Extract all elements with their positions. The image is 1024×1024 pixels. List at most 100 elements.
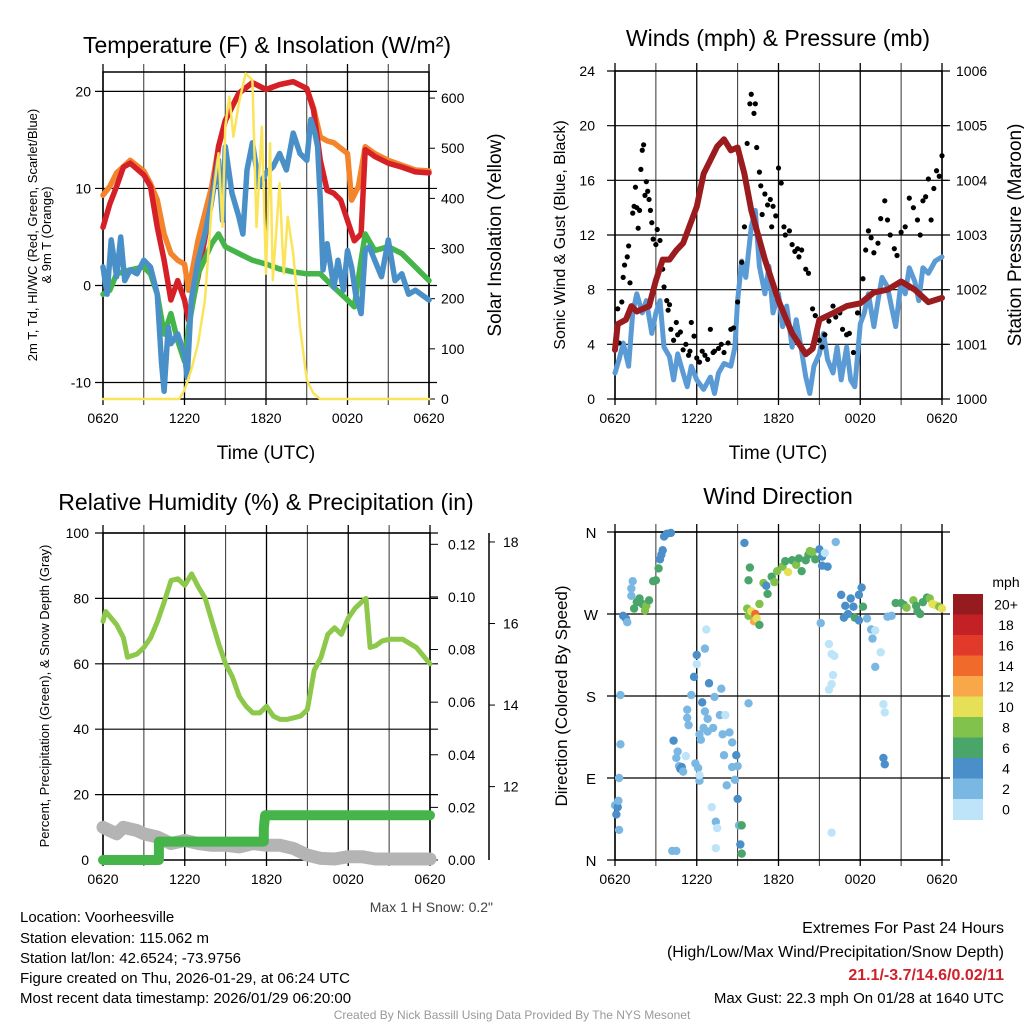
wind-direction-point <box>792 560 801 569</box>
gust-point <box>778 180 784 186</box>
gust-point <box>770 203 776 209</box>
wind-direction-point <box>693 763 703 773</box>
max-snow-note: Max 1 H Snow: 0.2" <box>370 899 493 915</box>
y-tick-label: 10 <box>75 180 91 196</box>
winds-x-axis-title: Time (UTC) <box>729 443 828 464</box>
temperature-y-axis-title-line2: & 9m T (Orange) <box>39 186 54 283</box>
right-y-tick-label: 400 <box>441 190 465 206</box>
wind-direction-point <box>828 670 838 680</box>
plot-frame <box>102 71 430 400</box>
temperature-y-axis-title-line1: 2m T, Td, HI/WC (Red, Green, Scarlet/Blu… <box>25 109 40 361</box>
colorbar-label: 8 <box>1002 719 1010 735</box>
plot-layer: 0620 1220 1820 0020 0620-1001020010020030040… <box>66 63 1018 887</box>
wind-direction-point <box>854 590 864 600</box>
gust-point <box>931 185 937 192</box>
y-tick-label: 60 <box>73 656 89 672</box>
x-tick-label: 1820 <box>763 871 794 887</box>
wind-direction-point <box>669 736 678 745</box>
gust-point <box>647 207 654 213</box>
humidity-y-axis-title: Percent, Precipitation (Green), & Snow D… <box>37 545 52 848</box>
gust-point <box>939 153 945 159</box>
wind-direction-point <box>879 700 888 709</box>
wind-direction-point <box>755 599 764 609</box>
gust-point <box>677 329 684 335</box>
colorbar-label: 14 <box>998 658 1014 674</box>
gust-point <box>816 337 822 343</box>
x-tick-label: 0620 <box>599 410 630 426</box>
wind-direction-point <box>683 705 692 714</box>
wind-direction-point <box>704 679 714 688</box>
precip-tick-label: 0.02 <box>448 799 475 815</box>
wind-direction-point <box>871 626 880 635</box>
wind-direction-point <box>614 773 624 783</box>
wind-direction-point <box>763 589 772 599</box>
pressure-y-axis-title: Station Pressure (Maroon) <box>1005 124 1024 347</box>
y-tick-label: 80 <box>73 590 89 606</box>
wind-direction-point <box>692 659 701 669</box>
plot-frame <box>102 532 431 861</box>
gust-point <box>683 341 689 347</box>
wind-direction-point <box>733 794 742 804</box>
created-text: Figure created on Thu, 2026-01-29, at 06… <box>20 970 350 987</box>
right-y-tick-label: 200 <box>441 291 465 307</box>
x-tick-label: 0620 <box>413 410 444 426</box>
y-tick-label: 0 <box>81 852 89 868</box>
wind-direction-point <box>687 690 696 700</box>
colorbar-swatch <box>953 635 983 656</box>
colorbar-label: 10 <box>998 699 1014 715</box>
temperature-chart-title: Temperature (F) & Insolation (W/m²) <box>83 32 451 58</box>
gust-point <box>914 217 921 223</box>
wind-direction-point <box>654 564 663 573</box>
wind-direction-point <box>736 840 745 849</box>
wind-direction-point <box>718 730 727 739</box>
wind-direction-point <box>740 538 749 548</box>
x-tick-label: 1220 <box>681 410 712 426</box>
series-line-precipitation <box>98 810 435 865</box>
colorbar-label: 12 <box>998 678 1014 694</box>
gust-point <box>759 211 765 218</box>
winds-y-axis-title: Sonic Wind & Gust (Blue, Black) <box>552 120 569 349</box>
wind-direction-point <box>700 644 710 653</box>
gust-point <box>754 144 760 151</box>
right-y-tick-label: 1004 <box>956 172 987 188</box>
x-tick-label: 1220 <box>169 871 200 887</box>
gust-point <box>765 202 771 208</box>
gust-point <box>664 298 670 304</box>
gust-point <box>665 307 671 313</box>
gust-point <box>687 348 693 354</box>
gust-point <box>657 237 663 244</box>
colorbar-swatch <box>953 614 983 636</box>
gust-point <box>752 101 758 107</box>
gust-point <box>925 176 931 182</box>
gust-point <box>635 225 641 231</box>
gust-point <box>707 326 713 332</box>
gust-point <box>830 303 836 309</box>
right-y-tick-label: 1001 <box>956 336 987 352</box>
gust-point <box>666 302 673 308</box>
gust-point <box>630 210 636 216</box>
gust-point <box>775 165 782 171</box>
gust-point <box>891 246 897 252</box>
gust-point <box>786 228 793 234</box>
snow-tick-label: 16 <box>503 616 519 632</box>
wind-direction-point <box>887 611 896 621</box>
wind-direction-point <box>702 625 711 634</box>
right-y-tick-label: 1003 <box>956 227 987 243</box>
y-tick-label: -10 <box>71 375 91 391</box>
gust-point <box>694 355 700 361</box>
wind-direction-point <box>857 583 866 592</box>
gust-point <box>638 166 644 172</box>
gust-point <box>691 333 697 339</box>
y-tick-label: 8 <box>587 282 595 298</box>
gust-point <box>653 241 659 248</box>
gust-point <box>826 318 832 324</box>
gust-point <box>711 348 718 354</box>
wind-direction-point <box>695 730 704 739</box>
wind-direction-point <box>762 581 771 590</box>
gust-point <box>673 319 679 326</box>
location-text: Location: Voorheesville <box>20 909 174 926</box>
y-tick-label: 12 <box>579 227 595 243</box>
gust-point <box>643 179 649 185</box>
gust-point <box>902 224 908 230</box>
